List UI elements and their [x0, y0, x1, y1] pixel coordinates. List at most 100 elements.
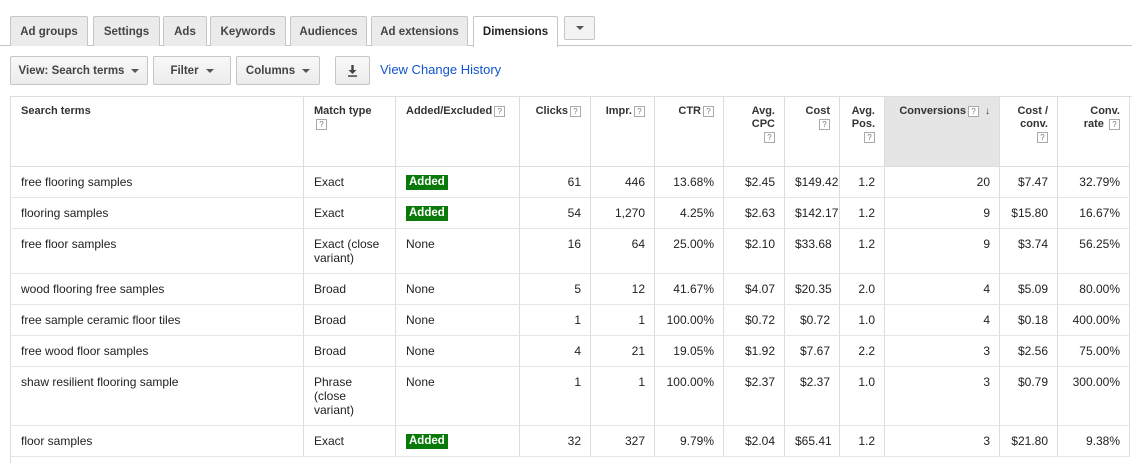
column-header-pos[interactable]: Avg. Pos.? — [840, 97, 885, 167]
view-dropdown[interactable]: View: Search terms — [10, 56, 148, 85]
cell-value: 16 — [567, 237, 581, 251]
table-cell-term[interactable]: floor samples — [11, 426, 304, 457]
cell-value: $33.68 — [795, 237, 832, 251]
tab-bar — [0, 0, 1132, 46]
help-icon[interactable]: ? — [703, 106, 714, 117]
match-type-line: variant) — [314, 403, 355, 417]
help-icon[interactable]: ? — [968, 106, 979, 117]
table-cell-clicks: 16 — [520, 229, 591, 274]
cell-value: $2.37 — [799, 375, 830, 389]
table-cell-cpc: $1.92 — [724, 336, 785, 367]
filter-dropdown[interactable]: Filter — [153, 56, 231, 85]
column-header-costconv[interactable]: Cost / conv. ? — [1000, 97, 1058, 167]
table-cell-match: Exact — [304, 426, 396, 457]
table-cell-costconv: $3.74 — [1000, 229, 1058, 274]
table-cell-added: Added — [396, 426, 520, 457]
tab-audiences[interactable]: Audiences — [290, 16, 367, 46]
tab-ad-extensions[interactable]: Ad extensions — [371, 16, 468, 46]
download-button[interactable] — [335, 56, 370, 85]
cell-value: 1 — [638, 313, 645, 327]
help-icon[interactable]: ? — [316, 119, 327, 130]
table-cell-conv: 3 — [885, 367, 1000, 426]
tab-ads[interactable]: Ads — [163, 16, 207, 46]
table-cell-costconv: $15.80 — [1000, 198, 1058, 229]
table-cell-conv: 9 — [885, 229, 1000, 274]
table-cell-added: None — [396, 367, 520, 426]
view-change-history-link[interactable]: View Change History — [380, 62, 502, 77]
table-cell-added: None — [396, 274, 520, 305]
cell-value: None — [406, 282, 435, 296]
table-cell-conv: 3 — [885, 426, 1000, 457]
columns-dropdown[interactable]: Columns — [236, 56, 320, 85]
table-cell-rate: 32.79% — [1058, 167, 1130, 198]
table-cell-cpc: $2.04 — [724, 426, 785, 457]
table-cell-term[interactable]: free floor samples — [11, 229, 304, 274]
chevron-down-icon — [131, 68, 140, 73]
search-terms-table: Search terms Match type? Added/Excluded? Cl… — [10, 96, 1132, 463]
table-cell-added: None — [396, 305, 520, 336]
table-cell-term[interactable]: wood flooring free samples — [11, 274, 304, 305]
cell-value: $1.92 — [744, 344, 775, 358]
table-cell-ctr: 4.25% — [655, 198, 724, 229]
chevron-down-icon — [575, 26, 584, 30]
cell-value: 400.00% — [1072, 313, 1120, 327]
table-cell-term[interactable]: free sample ceramic floor tiles — [11, 305, 304, 336]
help-icon[interactable]: ? — [864, 132, 875, 143]
cell-value: 32 — [567, 434, 581, 448]
column-header-label: Conv. — [1090, 105, 1120, 117]
column-header-clicks[interactable]: Clicks? — [520, 97, 591, 167]
table-cell-cpc: $2.37 — [724, 367, 785, 426]
table-cell-rate: 16.67% — [1058, 198, 1130, 229]
chevron-down-icon — [205, 68, 214, 73]
help-icon[interactable]: ? — [1109, 119, 1120, 130]
help-icon[interactable]: ? — [819, 119, 830, 130]
tab-dimensions[interactable]: Dimensions — [473, 16, 558, 47]
help-icon[interactable]: ? — [570, 106, 581, 117]
table-cell-term[interactable]: shaw resilient flooring sample — [11, 367, 304, 426]
status-badge: Added — [406, 175, 448, 190]
cell-value: $0.79 — [1017, 375, 1048, 389]
help-icon[interactable]: ? — [634, 106, 645, 117]
column-header-cpc[interactable]: Avg. CPC? — [724, 97, 785, 167]
table-cell-cost: $33.68 — [785, 229, 840, 274]
cell-value: flooring samples — [21, 206, 109, 220]
column-header-conv[interactable]: Conversions? ↓ — [885, 97, 1000, 167]
help-icon[interactable]: ? — [1037, 132, 1048, 143]
column-header-match[interactable]: Match type? — [304, 97, 396, 167]
cell-value: 19.05% — [673, 344, 714, 358]
tab-ad-groups[interactable]: Ad groups — [10, 16, 88, 46]
cell-value: wood flooring free samples — [21, 282, 165, 296]
tab-keywords[interactable]: Keywords — [210, 16, 286, 46]
column-header-label: Cost — [805, 105, 830, 117]
cell-value: $2.56 — [1017, 344, 1048, 358]
help-icon[interactable]: ? — [764, 132, 775, 143]
cell-value: 1.2 — [858, 206, 875, 220]
column-header-term[interactable]: Search terms — [11, 97, 304, 167]
column-header-rate[interactable]: Conv. rate ? — [1058, 97, 1130, 167]
table-cell-ctr: 41.67% — [655, 274, 724, 305]
table-cell-term[interactable]: free flooring samples — [11, 167, 304, 198]
table-cell-term[interactable]: free wood floor samples — [11, 336, 304, 367]
help-icon[interactable]: ? — [494, 106, 506, 117]
table-cell-clicks: 54 — [520, 198, 591, 229]
cell-value: 2.0 — [858, 282, 875, 296]
cell-value: $2.45 — [744, 175, 775, 189]
column-header-added[interactable]: Added/Excluded? — [396, 97, 520, 167]
table-cell-cpc: $2.45 — [724, 167, 785, 198]
cell-value: $0.72 — [744, 313, 775, 327]
column-header-ctr[interactable]: CTR? — [655, 97, 724, 167]
column-header-cost[interactable]: Cost? — [785, 97, 840, 167]
table-cell-impr: 446 — [591, 167, 655, 198]
tab-settings[interactable]: Settings — [93, 16, 160, 46]
more-tabs-button[interactable] — [564, 16, 595, 40]
table-cell-costconv: $21.80 — [1000, 426, 1058, 457]
cell-value: 1.0 — [858, 375, 875, 389]
cell-value: 1 — [574, 313, 581, 327]
table-cell-term[interactable]: flooring samples — [11, 198, 304, 229]
table-cell-cpc: $0.72 — [724, 305, 785, 336]
cell-value: None — [406, 237, 435, 251]
cell-value: free floor samples — [21, 237, 117, 251]
table-cell-impr: 1 — [591, 305, 655, 336]
sort-desc-icon[interactable]: ↓ — [985, 106, 990, 117]
column-header-impr[interactable]: Impr.? — [591, 97, 655, 167]
